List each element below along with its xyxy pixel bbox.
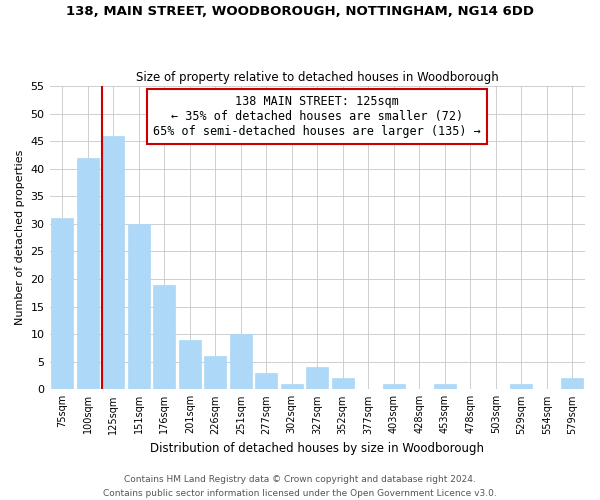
Bar	[511, 384, 532, 390]
Bar	[281, 384, 302, 390]
Bar	[332, 378, 353, 390]
Bar	[230, 334, 251, 390]
Bar	[179, 340, 200, 390]
Bar	[383, 384, 404, 390]
Bar	[103, 136, 124, 390]
Bar	[307, 368, 328, 390]
Bar	[77, 158, 98, 390]
Bar	[52, 218, 73, 390]
Y-axis label: Number of detached properties: Number of detached properties	[15, 150, 25, 326]
Bar	[205, 356, 226, 390]
Bar	[434, 384, 455, 390]
X-axis label: Distribution of detached houses by size in Woodborough: Distribution of detached houses by size …	[150, 442, 484, 455]
Text: Contains HM Land Registry data © Crown copyright and database right 2024.
Contai: Contains HM Land Registry data © Crown c…	[103, 476, 497, 498]
Bar	[562, 378, 583, 390]
Bar	[154, 284, 175, 390]
Text: 138 MAIN STREET: 125sqm
← 35% of detached houses are smaller (72)
65% of semi-de: 138 MAIN STREET: 125sqm ← 35% of detache…	[154, 95, 481, 138]
Bar	[128, 224, 149, 390]
Text: 138, MAIN STREET, WOODBOROUGH, NOTTINGHAM, NG14 6DD: 138, MAIN STREET, WOODBOROUGH, NOTTINGHA…	[66, 5, 534, 18]
Bar	[256, 373, 277, 390]
Title: Size of property relative to detached houses in Woodborough: Size of property relative to detached ho…	[136, 70, 499, 84]
